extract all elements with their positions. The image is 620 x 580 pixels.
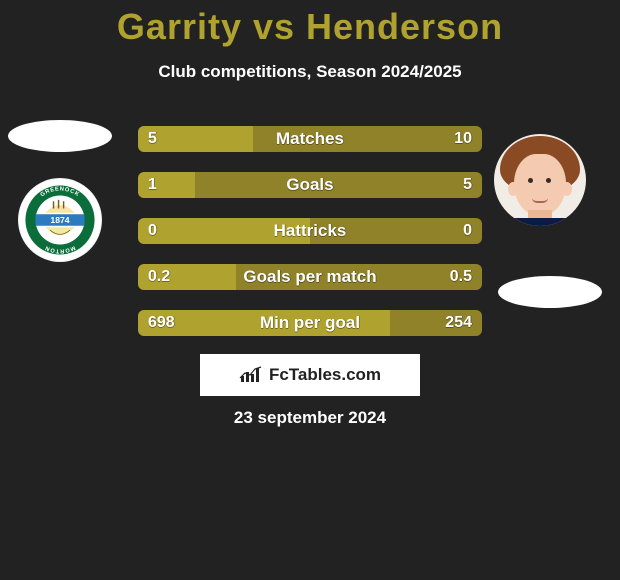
brand-watermark: FcTables.com (200, 354, 420, 396)
stat-row: Hattricks00 (138, 218, 482, 244)
bar-chart-icon (239, 366, 263, 384)
stat-bar-right-segment (195, 172, 482, 198)
stat-row: Min per goal698254 (138, 310, 482, 336)
page-title: Garrity vs Henderson (0, 6, 620, 48)
stat-bar-left-segment (138, 310, 390, 336)
stat-bar-left-segment (138, 126, 253, 152)
stat-bar-left-segment (138, 264, 236, 290)
stat-bar-left-segment (138, 172, 195, 198)
stat-bar-right-segment (390, 310, 482, 336)
page-subtitle: Club competitions, Season 2024/2025 (0, 62, 620, 82)
brand-text: FcTables.com (269, 365, 381, 385)
svg-text:1874: 1874 (50, 215, 69, 225)
stat-bar-right-segment (310, 218, 482, 244)
stat-bar-right-segment (236, 264, 482, 290)
player-right-photo (494, 134, 586, 226)
date-label: 23 september 2024 (0, 408, 620, 428)
club-crest-icon: 1874 GREENOCK MORTON (24, 184, 96, 256)
player-right-badge-placeholder (498, 276, 602, 308)
comparison-card: Garrity vs Henderson Club competitions, … (0, 0, 620, 580)
stat-row: Matches510 (138, 126, 482, 152)
stat-row: Goals15 (138, 172, 482, 198)
stat-row: Goals per match0.20.5 (138, 264, 482, 290)
player-left-photo-placeholder (8, 120, 112, 152)
stat-bar-right-segment (253, 126, 482, 152)
stats-bar-group: Matches510 Goals15 Hattricks00 Goals per ma… (138, 126, 482, 356)
club-badge-left: 1874 GREENOCK MORTON (18, 178, 102, 262)
stat-bar-left-segment (138, 218, 310, 244)
